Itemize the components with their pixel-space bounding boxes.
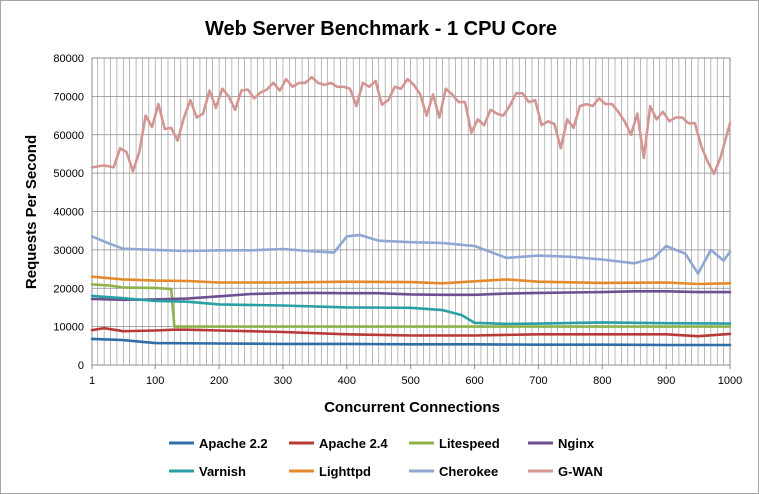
legend-item-g-wan: G-WAN — [528, 464, 603, 479]
series-line-cherokee — [90, 233, 732, 275]
series-line-g-wan — [90, 75, 732, 176]
legend-item-apache-2-4: Apache 2.4 — [289, 436, 388, 451]
legend-label: Litespeed — [439, 436, 500, 451]
legend-label: G-WAN — [558, 464, 603, 479]
y-tick-label: 80000 — [53, 53, 84, 65]
legend-item-cherokee: Cherokee — [409, 464, 498, 479]
x-tick-label: 300 — [274, 375, 292, 387]
legend-label: Lighttpd — [319, 464, 371, 479]
x-tick-label: 1000 — [718, 375, 742, 387]
legend-label: Varnish — [199, 464, 246, 479]
x-tick-label: 600 — [465, 375, 483, 387]
series-line-apache-2-4 — [90, 326, 732, 338]
x-tick-label: 500 — [402, 375, 420, 387]
x-tick-label: 200 — [210, 375, 228, 387]
x-tick-label: 800 — [593, 375, 611, 387]
y-tick-label: 50000 — [53, 168, 84, 180]
chart-title: Web Server Benchmark - 1 CPU Core — [205, 18, 557, 40]
y-axis-title: Requests Per Second — [23, 135, 40, 289]
y-tick-label: 0 — [78, 360, 84, 372]
x-tick-label: 400 — [338, 375, 356, 387]
legend: Apache 2.2 Apache 2.4 Litespeed Nginx Varnis… — [169, 436, 603, 479]
series-line-varnish — [90, 294, 732, 326]
x-tick-label: 100 — [146, 375, 164, 387]
legend-item-lighttpd: Lighttpd — [289, 464, 371, 479]
legend-item-apache-2-2: Apache 2.2 — [169, 436, 268, 451]
legend-label: Cherokee — [439, 464, 498, 479]
series-line-litespeed — [90, 283, 732, 328]
x-tick-label: 900 — [657, 375, 675, 387]
y-tick-label: 20000 — [53, 283, 84, 295]
legend-label: Apache 2.4 — [319, 436, 388, 451]
legend-item-litespeed: Litespeed — [409, 436, 500, 451]
legend-label: Nginx — [558, 436, 595, 451]
x-axis-title: Concurrent Connections — [324, 399, 500, 416]
series-line-lighttpd — [90, 275, 732, 286]
y-tick-label: 40000 — [53, 207, 84, 219]
x-tick-label: 700 — [529, 375, 547, 387]
x-tick-label: 1 — [89, 375, 95, 387]
legend-item-varnish: Varnish — [169, 464, 246, 479]
y-tick-label: 10000 — [53, 322, 84, 334]
legend-item-nginx: Nginx — [528, 436, 595, 451]
series-line-nginx — [90, 290, 732, 302]
plot-area: 0 10000 20000 30000 40000 50000 60000 70000 8000… — [53, 53, 742, 387]
y-tick-label: 70000 — [53, 91, 84, 103]
y-tick-label: 30000 — [53, 245, 84, 257]
y-tick-label: 60000 — [53, 130, 84, 142]
legend-label: Apache 2.2 — [199, 436, 268, 451]
series-line-apache-2-2 — [90, 337, 732, 347]
